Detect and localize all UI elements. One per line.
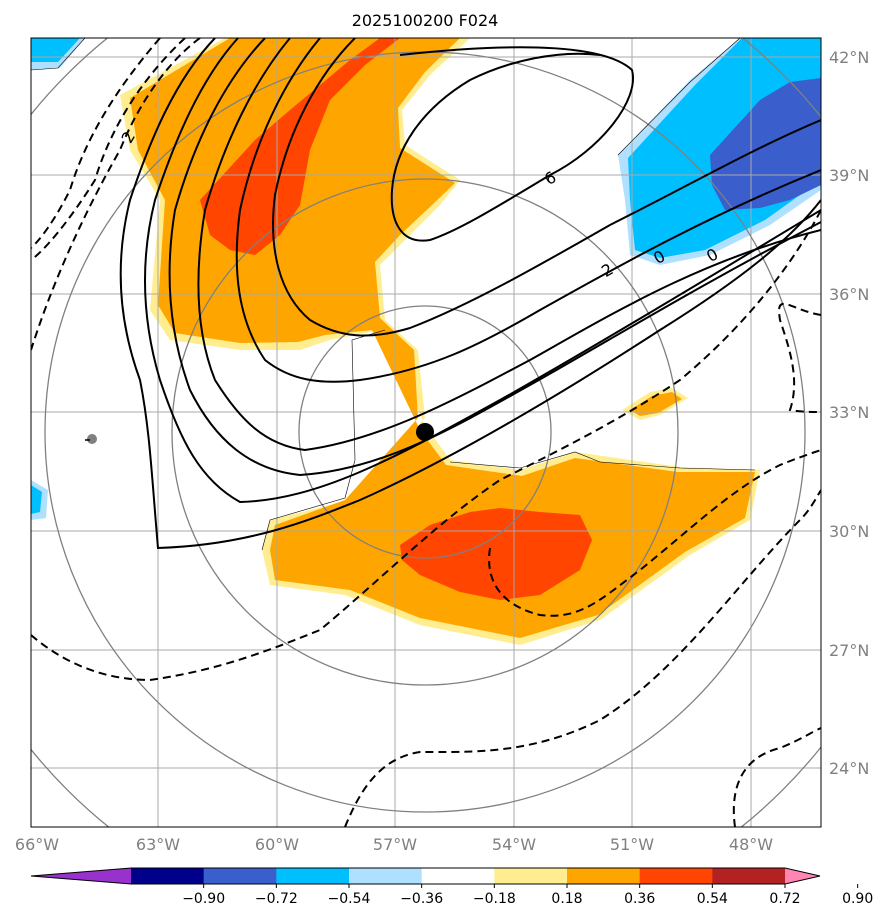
- lon-label: 51°W: [610, 835, 654, 854]
- colorbar-swatch: [349, 868, 423, 884]
- colorbar-outline: [30, 867, 821, 885]
- colorbar-extend-max: [785, 868, 820, 884]
- positive-blob-east-inner: [630, 392, 682, 416]
- lon-label: 60°W: [255, 835, 299, 854]
- lon-label: 57°W: [373, 835, 417, 854]
- colorbar-tick-label: −0.18: [473, 891, 516, 907]
- colorbar-swatch: [494, 868, 568, 884]
- colorbar-tick-label: 0.54: [697, 891, 728, 907]
- lon-label: 66°W: [15, 835, 59, 854]
- solid-contours: [119, 38, 821, 550]
- colorbar-tick-label: 0.90: [842, 891, 873, 907]
- colorbar: −0.90 −0.72 −0.54 −0.36 −0.18 0.18 0.36 0.54 0.7…: [30, 867, 873, 907]
- negative-corner-nw: [31, 38, 80, 62]
- colorbar-swatch: [567, 868, 641, 884]
- dashed-contours: [31, 38, 821, 827]
- colorbar-swatch: [639, 868, 713, 884]
- colorbar-swatch: [276, 868, 350, 884]
- lat-label: 42°N: [829, 48, 869, 67]
- colorbar-extend-min: [31, 868, 131, 884]
- colorbar-tick-label: −0.90: [182, 891, 225, 907]
- lon-label: 54°W: [492, 835, 536, 854]
- colorbar-tick-label: −0.36: [400, 891, 443, 907]
- colorbar-swatch: [421, 868, 495, 884]
- colorbar-tick-label: −0.72: [255, 891, 298, 907]
- lat-label: 36°N: [829, 285, 869, 304]
- lon-label: 48°W: [729, 835, 773, 854]
- colorbar-swatch: [712, 868, 786, 884]
- shaded-field: [31, 38, 821, 645]
- colorbar-swatch: [203, 868, 277, 884]
- colorbar-tick-label: −0.54: [328, 891, 371, 907]
- strong-core-nw: [200, 38, 400, 255]
- map-border: [30, 37, 822, 828]
- lat-labels: 42°N 39°N 36°N 33°N 30°N 27°N 24°N: [829, 48, 869, 778]
- lat-label: 39°N: [829, 166, 869, 185]
- lon-labels: 66°W 63°W 60°W 57°W 54°W 51°W 48°W: [15, 835, 773, 854]
- lat-label: 33°N: [829, 403, 869, 422]
- center-marker: [416, 423, 434, 441]
- lon-label: 63°W: [136, 835, 180, 854]
- lat-label: 30°N: [829, 522, 869, 541]
- shading-outline: [31, 38, 756, 551]
- lat-label: 27°N: [829, 641, 869, 660]
- colorbar-tick-label: 0.72: [769, 891, 800, 907]
- negative-core-ne: [710, 78, 821, 210]
- negative-edge-w: [31, 485, 42, 514]
- colorbar-swatch: [131, 868, 205, 884]
- lat-label: 24°N: [829, 759, 869, 778]
- graticule: [31, 38, 821, 827]
- map-title: 2025100200 F024: [352, 11, 499, 30]
- colorbar-tick-label: 0.18: [551, 891, 582, 907]
- colorbar-tick-label: 0.36: [624, 891, 655, 907]
- grey-point-marker: [87, 434, 97, 444]
